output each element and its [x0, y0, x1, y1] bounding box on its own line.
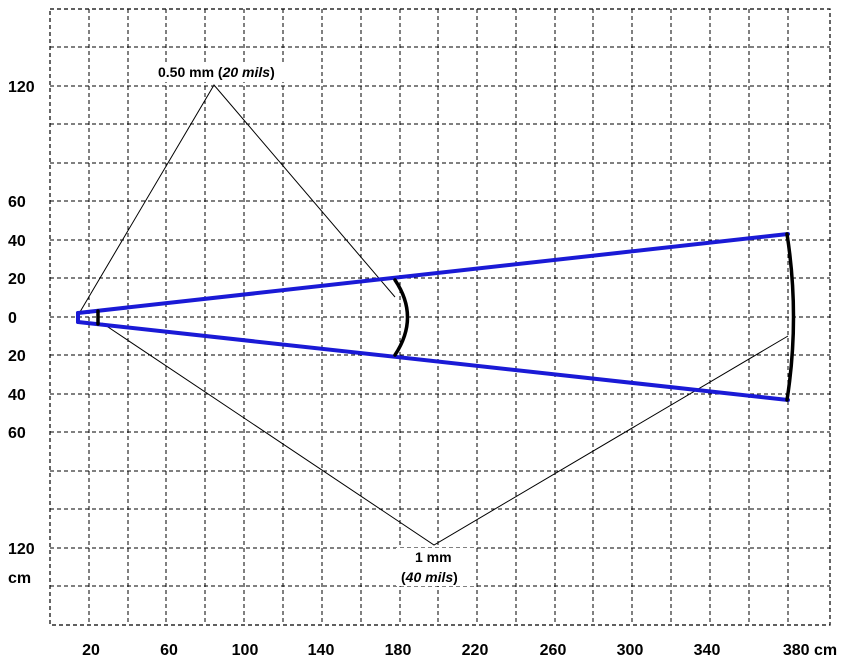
label-1mm-line1: 1 mm [415, 549, 452, 565]
grid-frame [49, 8, 831, 626]
label-050mm-bg [152, 62, 298, 82]
far-edge-1mm [785, 232, 796, 402]
y-tick-label: 60 [8, 194, 26, 211]
x-tick-label: 340 [694, 642, 721, 659]
x-axis-labels: 20 60 100 140 180 220 260 300 340 380 cm [82, 642, 837, 659]
y-tick-label: cm [8, 570, 31, 587]
x-tick-label: 140 [308, 642, 335, 659]
beam-upper-edge [76, 232, 790, 315]
x-tick-label: 380 cm [783, 642, 837, 659]
grid [49, 8, 831, 626]
far-edge-050mm [393, 278, 410, 357]
y-tick-label: 0 [8, 310, 17, 327]
y-tick-label: 60 [8, 425, 26, 442]
y-tick-label: 40 [8, 387, 26, 404]
y-tick-label: 120 [8, 79, 35, 96]
x-tick-label: 300 [617, 642, 644, 659]
x-tick-label: 100 [232, 642, 259, 659]
x-tick-label: 60 [160, 642, 178, 659]
zone-1mm-outline [101, 322, 789, 546]
x-tick-label: 220 [462, 642, 489, 659]
x-tick-label: 180 [385, 642, 412, 659]
x-tick-label: 260 [540, 642, 567, 659]
x-tick-label: 20 [82, 642, 100, 659]
beam-lower-edge [76, 320, 790, 402]
label-050mm: 0.50 mm (20 mils) [158, 64, 275, 80]
y-tick-label: 20 [8, 348, 26, 365]
zone-050mm-outline [76, 84, 396, 318]
y-axis-labels: 120 60 40 20 0 20 40 60 120 cm [8, 79, 35, 587]
label-1mm-line2: (40 mils) [401, 569, 458, 585]
label-1mm-bg [396, 548, 474, 586]
y-tick-label: 40 [8, 233, 26, 250]
y-tick-label: 20 [8, 271, 26, 288]
y-tick-label: 120 [8, 541, 35, 558]
